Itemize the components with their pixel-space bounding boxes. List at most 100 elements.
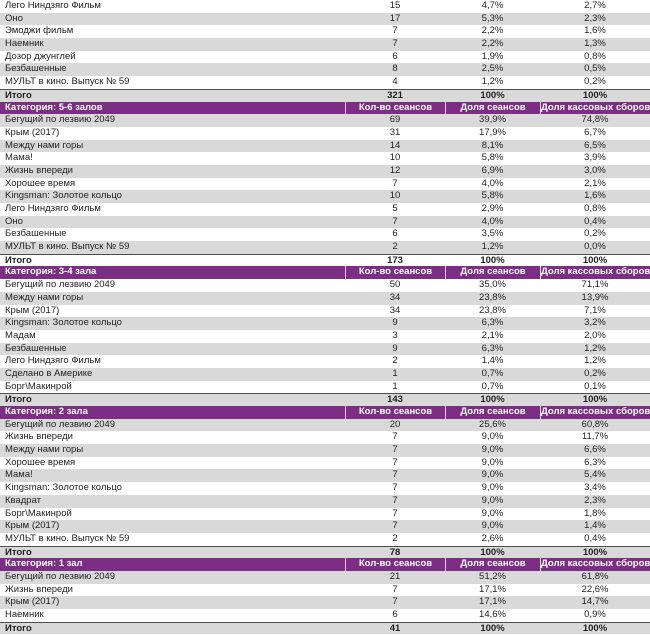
movie-name-cell: Квадрат bbox=[5, 494, 42, 506]
boxoffice-share-cell: 71,1% bbox=[581, 279, 609, 291]
sessions-share-cell: 9,0% bbox=[481, 456, 504, 468]
sessions-share-cell: 6,9% bbox=[481, 164, 504, 176]
col-header-sessions-share: Доля сеансов bbox=[445, 406, 540, 419]
table-row: Между нами горы 7 9,0% 6,6% bbox=[0, 444, 650, 457]
sessions-share-cell: 1,9% bbox=[481, 50, 504, 62]
sessions-share-cell: 23,8% bbox=[479, 304, 506, 316]
col-header-boxoffice-share: Доля кассовых сборов bbox=[540, 558, 650, 571]
col-header-boxoffice-share: Доля кассовых сборов bbox=[540, 406, 650, 419]
boxoffice-share-cell: 1,6% bbox=[584, 25, 606, 37]
table-row: Безбашенные 9 6,3% 1,2% bbox=[0, 342, 650, 356]
boxoffice-share-cell: 0,8% bbox=[584, 203, 606, 214]
sessions-count-cell: 50 bbox=[389, 279, 401, 291]
table-row: Наемник 6 14,6% 0,9% bbox=[0, 609, 650, 622]
sessions-count-cell: 143 bbox=[387, 394, 403, 406]
sessions-share-cell: 4,0% bbox=[481, 177, 504, 189]
boxoffice-share-cell: 2,0% bbox=[584, 329, 606, 341]
movie-name-cell: Крым (2017) bbox=[5, 126, 60, 138]
table-row: Хорошее время 7 9,0% 6,3% bbox=[0, 456, 650, 470]
table-row: Мама! 7 9,0% 5,4% bbox=[0, 469, 650, 483]
sessions-share-cell: 1,2% bbox=[481, 76, 504, 88]
sessions-share-cell: 17,1% bbox=[479, 583, 506, 595]
sessions-count-cell: 7 bbox=[392, 482, 398, 494]
sessions-count-cell: 321 bbox=[387, 89, 403, 101]
sessions-share-cell: 100% bbox=[480, 89, 505, 101]
sessions-share-cell: 2,1% bbox=[481, 329, 504, 341]
sessions-count-cell: 5 bbox=[392, 203, 398, 214]
boxoffice-share-cell: 1,8% bbox=[584, 507, 606, 519]
table-row: Мама! 10 5,8% 3,9% bbox=[0, 152, 650, 165]
table-row: Между нами горы 34 23,8% 13,9% bbox=[0, 291, 650, 305]
sessions-count-cell: 6 bbox=[392, 50, 398, 62]
table-row: Эмоджи фильм 7 2,2% 1,6% bbox=[0, 25, 650, 39]
table-row: Мадам 3 2,1% 2,0% bbox=[0, 329, 650, 343]
movie-name-cell: Лего Ниндзяго Фильм bbox=[5, 203, 101, 214]
sessions-share-cell: 9,0% bbox=[481, 520, 504, 532]
movie-name-cell: Kingsman: Золотое кольцо bbox=[5, 317, 122, 329]
table-row: Жизнь впереди 7 17,1% 22,6% bbox=[0, 583, 650, 597]
boxoffice-share-cell: 3,0% bbox=[584, 164, 606, 176]
boxoffice-share-cell: 100% bbox=[582, 394, 608, 406]
sessions-share-cell: 4,7% bbox=[481, 0, 504, 11]
table-row: Бегущий по лезвию 2049 69 39,9% 74,8% bbox=[0, 114, 650, 127]
movie-name-cell: Итого bbox=[5, 546, 32, 558]
sessions-share-cell: 8,1% bbox=[481, 139, 504, 151]
movie-name-cell: Крым (2017) bbox=[5, 304, 60, 316]
sessions-share-cell: 1,2% bbox=[481, 241, 504, 253]
sessions-share-cell: 5,3% bbox=[481, 12, 504, 24]
boxoffice-share-cell: 2,3% bbox=[584, 12, 606, 24]
category-label: Категория: 2 зала bbox=[5, 406, 88, 417]
table-row: Борг\Макинрой 1 0,7% 0,1% bbox=[0, 380, 650, 394]
movie-name-cell: Дозор джунглей bbox=[5, 50, 76, 62]
boxoffice-share-cell: 6,3% bbox=[584, 456, 606, 468]
sessions-count-cell: 17 bbox=[389, 12, 401, 24]
table-row: Kingsman: Золотое кольцо 7 9,0% 3,4% bbox=[0, 482, 650, 495]
table-row: Хорошее время 7 4,0% 2,1% bbox=[0, 177, 650, 191]
movie-name-cell: Бегущий по лезвию 2049 bbox=[5, 418, 116, 430]
sessions-share-cell: 25,6% bbox=[479, 418, 506, 430]
boxoffice-share-cell: 13,9% bbox=[581, 291, 609, 303]
col-header-boxoffice-share: Доля кассовых сборов bbox=[540, 101, 650, 115]
boxoffice-share-cell: 5,4% bbox=[584, 469, 606, 481]
sessions-share-cell: 100% bbox=[480, 254, 505, 266]
table-row: Бегущий по лезвию 2049 50 35,0% 71,1% bbox=[0, 279, 650, 292]
boxoffice-share-cell: 61,8% bbox=[581, 570, 609, 582]
sessions-share-cell: 1,4% bbox=[481, 355, 504, 367]
boxoffice-share-cell: 0,4% bbox=[584, 532, 606, 544]
sessions-count-cell: 20 bbox=[389, 418, 401, 430]
sessions-share-cell: 17,1% bbox=[479, 596, 506, 608]
movie-name-cell: Оно bbox=[5, 12, 23, 24]
boxoffice-share-cell: 1,2% bbox=[584, 342, 606, 354]
table-row: Kingsman: Золотое кольцо 9 6,3% 3,2% bbox=[0, 317, 650, 330]
movie-name-cell: Жизнь впереди bbox=[5, 164, 73, 176]
sessions-share-cell: 2,2% bbox=[481, 38, 504, 50]
sessions-count-cell: 7 bbox=[392, 596, 398, 608]
table-row: Бегущий по лезвию 2049 21 51,2% 61,8% bbox=[0, 570, 650, 584]
movie-name-cell: Kingsman: Золотое кольцо bbox=[5, 482, 122, 494]
boxoffice-share-cell: 2,1% bbox=[584, 177, 606, 189]
boxoffice-share-cell: 100% bbox=[582, 546, 608, 558]
boxoffice-share-cell: 0,1% bbox=[584, 380, 606, 392]
category-header-row: Категория: 5-6 залов Кол-во сеансов Доля… bbox=[0, 101, 650, 115]
table-row: Оно 7 4,0% 0,4% bbox=[0, 215, 650, 229]
col-header-sessions-count: Кол-во сеансов bbox=[345, 558, 445, 571]
sessions-share-cell: 39,9% bbox=[479, 114, 506, 126]
movie-name-cell: Жизнь впереди bbox=[5, 583, 73, 595]
sessions-share-cell: 9,0% bbox=[481, 507, 504, 519]
boxoffice-share-cell: 6,7% bbox=[584, 126, 606, 138]
movie-name-cell: Лего Ниндзяго Фильм bbox=[5, 0, 101, 11]
table-row: МУЛЬТ в кино. Выпуск № 59 2 1,2% 0,0% bbox=[0, 241, 650, 254]
table-row: Дозор джунглей 6 1,9% 0,8% bbox=[0, 50, 650, 64]
boxoffice-share-cell: 22,6% bbox=[581, 583, 609, 595]
sessions-count-cell: 7 bbox=[392, 583, 398, 595]
sessions-count-cell: 7 bbox=[392, 431, 398, 443]
total-row: Итого 143 100% 100% bbox=[0, 393, 650, 406]
boxoffice-share-cell: 0,4% bbox=[584, 215, 606, 227]
sessions-count-cell: 2 bbox=[392, 532, 398, 544]
movie-name-cell: Хорошее время bbox=[5, 456, 76, 468]
sessions-share-cell: 9,0% bbox=[481, 482, 504, 494]
sessions-count-cell: 2 bbox=[392, 241, 398, 253]
sessions-count-cell: 31 bbox=[389, 126, 401, 138]
movie-name-cell: МУЛЬТ в кино. Выпуск № 59 bbox=[5, 241, 130, 253]
table-row: Безбашенные 6 3,5% 0,2% bbox=[0, 228, 650, 242]
